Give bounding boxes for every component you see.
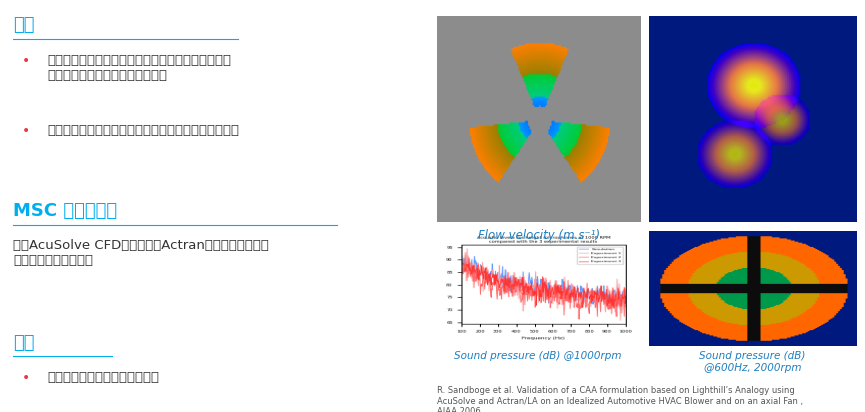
Text: •: • — [22, 54, 30, 68]
Text: Sound pressure (dB)
@600Hz, 2000rpm: Sound pressure (dB) @600Hz, 2000rpm — [700, 351, 805, 372]
Text: 使用AcuSolve CFD求解器耦合Actran，计算气动噪声源
及其在远场中的传播。: 使用AcuSolve CFD求解器耦合Actran，计算气动噪声源 及其在远场中… — [13, 239, 269, 267]
Text: MSC 的解决方案: MSC 的解决方案 — [13, 202, 117, 220]
Text: Sound pressure (dB) @1000rpm: Sound pressure (dB) @1000rpm — [454, 351, 622, 361]
Text: •: • — [22, 371, 30, 385]
Text: 模拟和实验之间的一致性良好。: 模拟和实验之间的一致性良好。 — [48, 371, 159, 384]
Text: R. Sandboge et al. Validation of a CAA formulation based on Lighthill’s Analogy : R. Sandboge et al. Validation of a CAA f… — [437, 386, 803, 412]
Text: Flow velocity (m.s⁻¹): Flow velocity (m.s⁻¹) — [477, 229, 600, 242]
Text: •: • — [22, 124, 30, 138]
Text: 必须妥善解决噪音，以使机械产品通过国际噪音法规。: 必须妥善解决噪音，以使机械产品通过国际噪音法规。 — [48, 124, 240, 137]
Text: 挑战: 挑战 — [13, 16, 35, 35]
Text: 价值: 价值 — [13, 334, 35, 352]
Text: 在建筑，林业和农业应用中，发动机冷却风扇噪音通
常在整个机器噪音中占主导地位。: 在建筑，林业和农业应用中，发动机冷却风扇噪音通 常在整个机器噪音中占主导地位。 — [48, 54, 232, 82]
